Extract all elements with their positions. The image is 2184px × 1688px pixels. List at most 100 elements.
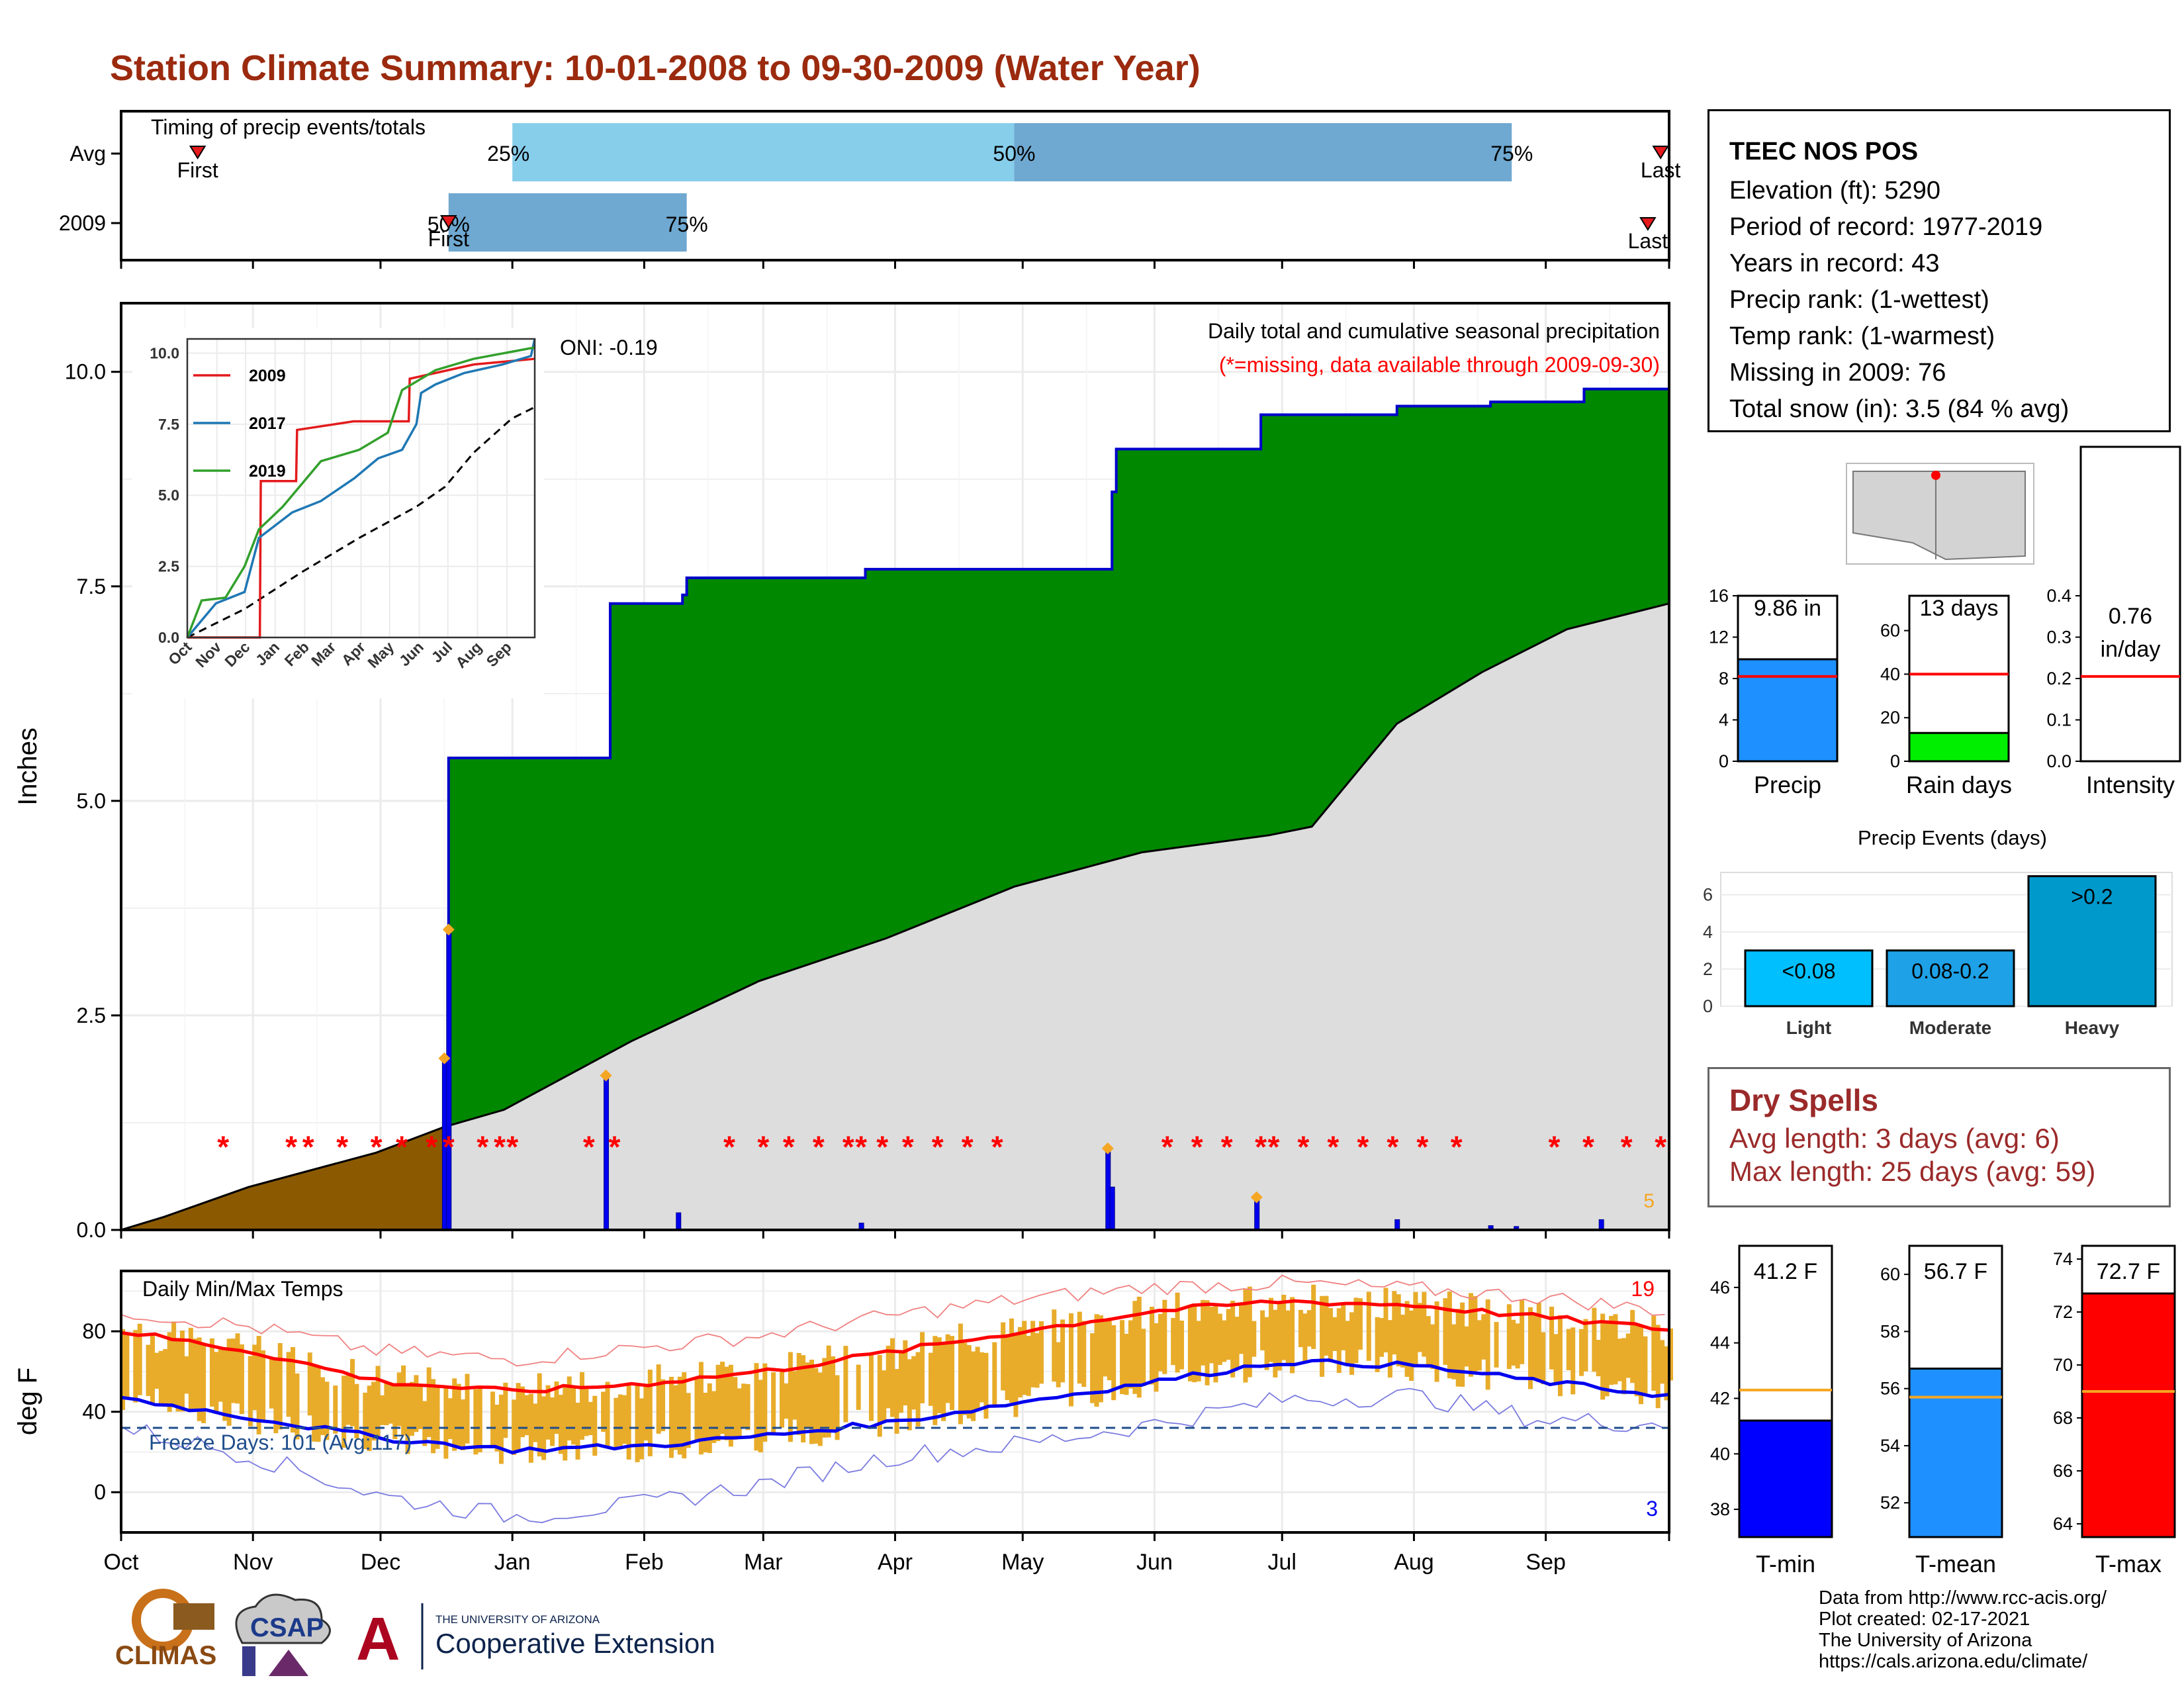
daily-temp-bar <box>137 1323 142 1395</box>
mini-y-tick-label: 0 <box>1890 751 1900 771</box>
daily-precip-bar <box>446 929 452 1231</box>
y-tick-label: 2.5 <box>77 1004 106 1027</box>
credit-line: Plot created: 02-17-2021 <box>1819 1609 2030 1630</box>
temp-y-tick-label: 64 <box>2053 1514 2073 1534</box>
y-tick-label: 0.0 <box>77 1218 106 1242</box>
daily-temp-bar <box>1022 1321 1027 1395</box>
daily-temp-bar <box>405 1385 410 1454</box>
daily-temp-bar <box>563 1385 568 1461</box>
daily-temp-bar <box>256 1336 261 1434</box>
daily-temp-bar <box>1485 1299 1490 1390</box>
daily-temp-bar <box>171 1321 177 1407</box>
missing-day-marker: * <box>426 1129 437 1164</box>
temp-y-tick-label: 74 <box>2053 1249 2073 1269</box>
record-min-line <box>120 1387 1665 1523</box>
daily-temp-bar <box>443 1385 449 1459</box>
daily-temp-bar <box>533 1403 538 1442</box>
daily-temp-bar <box>516 1383 521 1450</box>
credit-line: The University of Arizona <box>1819 1630 2032 1651</box>
daily-temp-bar <box>950 1336 955 1411</box>
daily-temp-bar <box>928 1352 933 1406</box>
x-tick-label: Aug <box>1394 1550 1434 1575</box>
station-line: Elevation (ft): 5290 <box>1729 177 1940 205</box>
daily-temp-bar <box>473 1389 478 1455</box>
y-tick-label: 7.5 <box>77 575 106 598</box>
daily-temp-bar <box>754 1363 759 1451</box>
events-chart-title: Precip Events (days) <box>1858 826 2047 849</box>
daily-temp-bar <box>1332 1317 1338 1351</box>
freeze-days-label: Freeze Days: 101 (Avg:117) <box>149 1430 412 1454</box>
daily-temp-bar <box>1136 1296 1142 1398</box>
credit-line: https://cals.arizona.edu/climate/ <box>1819 1651 2088 1672</box>
daily-temp-bar <box>1592 1307 1597 1372</box>
daily-temp-bar <box>975 1346 980 1410</box>
daily-temp-bar <box>1583 1319 1588 1372</box>
daily-temp-bar <box>498 1394 504 1464</box>
station-line: Missing in 2009: 76 <box>1729 359 1946 387</box>
csap-wordmark: CSAP <box>250 1613 324 1642</box>
daily-temp-bar <box>780 1371 785 1428</box>
timing-title: Timing of precip events/totals <box>151 115 426 139</box>
daily-temp-bar <box>1154 1323 1159 1392</box>
daily-temp-bar <box>1520 1299 1525 1364</box>
x-tick-label: Oct <box>104 1550 139 1575</box>
events-y-tick-label: 4 <box>1703 922 1713 942</box>
credits: Data from http://www.rcc-acis.org/ Plot … <box>1819 1587 2107 1672</box>
mini-y-tick-label: 12 <box>1709 628 1729 647</box>
timing-avg-first-marker <box>189 146 206 160</box>
events-y-tick-label: 2 <box>1703 959 1713 979</box>
daily-temp-bar <box>1090 1333 1095 1403</box>
daily-temp-bar <box>414 1375 419 1432</box>
locator-map-region <box>1852 471 2026 561</box>
mini-y-tick-label: 40 <box>1880 664 1900 684</box>
daily-temp-bar <box>286 1352 291 1417</box>
x-tick-label: Nov <box>233 1550 273 1575</box>
missing-day-marker: * <box>494 1129 506 1164</box>
daily-temp-bar <box>396 1372 402 1427</box>
dry-spells-box: Dry Spells Avg length: 3 days (avg: 6) M… <box>1707 1067 2171 1207</box>
daily-temp-bar <box>801 1355 806 1443</box>
missing-day-marker: * <box>962 1129 974 1164</box>
daily-temp-bar <box>154 1352 159 1389</box>
daily-temp-bar <box>1320 1295 1325 1377</box>
daily-temp-bar <box>898 1350 903 1413</box>
missing-day-marker: * <box>217 1129 229 1164</box>
daily-temp-bar <box>1187 1305 1193 1382</box>
daily-temp-bar <box>409 1382 414 1436</box>
daily-temp-bar <box>494 1404 500 1452</box>
daily-temp-bar <box>813 1368 819 1444</box>
daily-temp-bar <box>758 1380 763 1453</box>
timing-avg-first-label: First <box>177 158 218 182</box>
daily-temp-bar <box>1422 1291 1427 1357</box>
daily-temp-bar <box>741 1383 747 1429</box>
daily-temp-bar <box>1460 1302 1465 1387</box>
daily-temp-bar <box>1260 1310 1265 1350</box>
daily-temp-bar <box>936 1337 942 1413</box>
daily-temp-bar <box>214 1352 219 1414</box>
mini-y-tick-label: 20 <box>1880 708 1900 727</box>
daily-temp-bar <box>261 1350 266 1421</box>
daily-temp-bar <box>1621 1338 1627 1395</box>
daily-temp-bar <box>1630 1309 1635 1383</box>
daily-temp-bar <box>1038 1321 1044 1384</box>
mini-y-tick-label: 16 <box>1709 586 1729 606</box>
temp-y-tick-label: 70 <box>2053 1355 2073 1375</box>
events-y-tick-label: 0 <box>1703 996 1713 1016</box>
precip-y-axis-label: Inches <box>13 727 42 806</box>
daily-temp-bar <box>1392 1291 1397 1355</box>
min-records-count: 3 <box>1646 1497 1658 1521</box>
daily-temp-bar <box>1357 1298 1363 1350</box>
daily-temp-bar <box>822 1358 827 1438</box>
missing-day-marker: * <box>902 1129 914 1164</box>
daily-temp-bar <box>1311 1284 1316 1349</box>
missing-day-marker: * <box>1327 1129 1339 1164</box>
daily-temp-bar <box>826 1345 831 1438</box>
daily-temp-bar <box>146 1344 151 1396</box>
daily-precip-bar <box>1598 1219 1604 1231</box>
daily-temp-bar <box>431 1379 436 1454</box>
daily-temp-bar <box>1643 1336 1648 1393</box>
daily-temp-bar <box>817 1372 823 1446</box>
daily-temp-bar <box>550 1397 555 1446</box>
dry-spells-title: Dry Spells <box>1729 1083 1878 1117</box>
daily-temp-bar <box>1120 1320 1125 1395</box>
